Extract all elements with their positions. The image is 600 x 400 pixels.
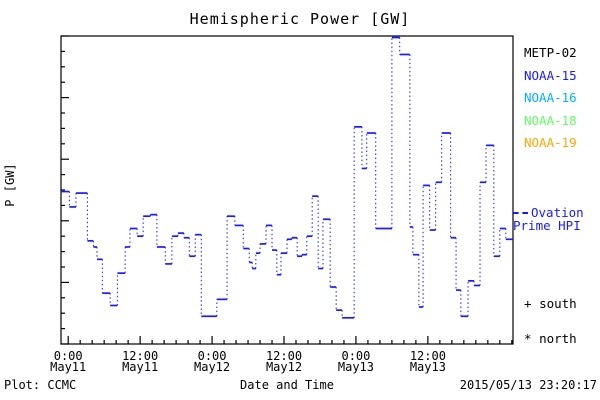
chart-title: Hemispheric Power [GW] xyxy=(189,10,411,28)
plot-credit: Plot: CCMC xyxy=(4,378,77,392)
y-axis-title: P [GW] xyxy=(3,163,17,207)
plot-timestamp: 2015/05/13 23:20:17 xyxy=(459,378,597,392)
x-tick-label: 0:00 May11 xyxy=(50,349,87,374)
north-marker-legend: * north xyxy=(524,331,577,346)
x-tick-label: 12:00 May12 xyxy=(265,349,303,374)
asterisk-marker-icon: * xyxy=(524,331,532,346)
dashed-line-sample-icon xyxy=(513,211,528,216)
legend-item-metp-02: METP-02 xyxy=(524,45,577,60)
plus-marker-icon: + xyxy=(524,296,532,311)
legend-item-noaa-18: NOAA-18 xyxy=(524,112,577,128)
south-marker-legend: + south xyxy=(524,296,577,311)
x-tick-label: 12:00 May11 xyxy=(122,349,159,374)
x-tick-label: 0:00 May12 xyxy=(194,349,231,374)
ovation-legend-line1: Ovation xyxy=(531,205,584,220)
legend-item-noaa-16: NOAA-16 xyxy=(524,90,577,105)
legend-item-noaa-15: NOAA-15 xyxy=(524,67,577,83)
legend-item-noaa-19: NOAA-19 xyxy=(524,135,577,150)
satellite-legend: METP-02 NOAA-15 NOAA-16 NOAA-18 NOAA-19 xyxy=(524,42,577,155)
ovation-prime-hpi-legend: Ovation Prime HPI xyxy=(513,205,600,233)
plot-frame xyxy=(60,35,514,345)
north-label: north xyxy=(539,331,577,346)
ovation-legend-line2: Prime HPI xyxy=(513,217,581,233)
x-axis-caption: Date and Time xyxy=(240,378,334,392)
south-label: south xyxy=(539,296,577,311)
x-tick-label: 0:00 May13 xyxy=(337,349,374,374)
x-tick-label: 12:00 May13 xyxy=(409,349,446,374)
